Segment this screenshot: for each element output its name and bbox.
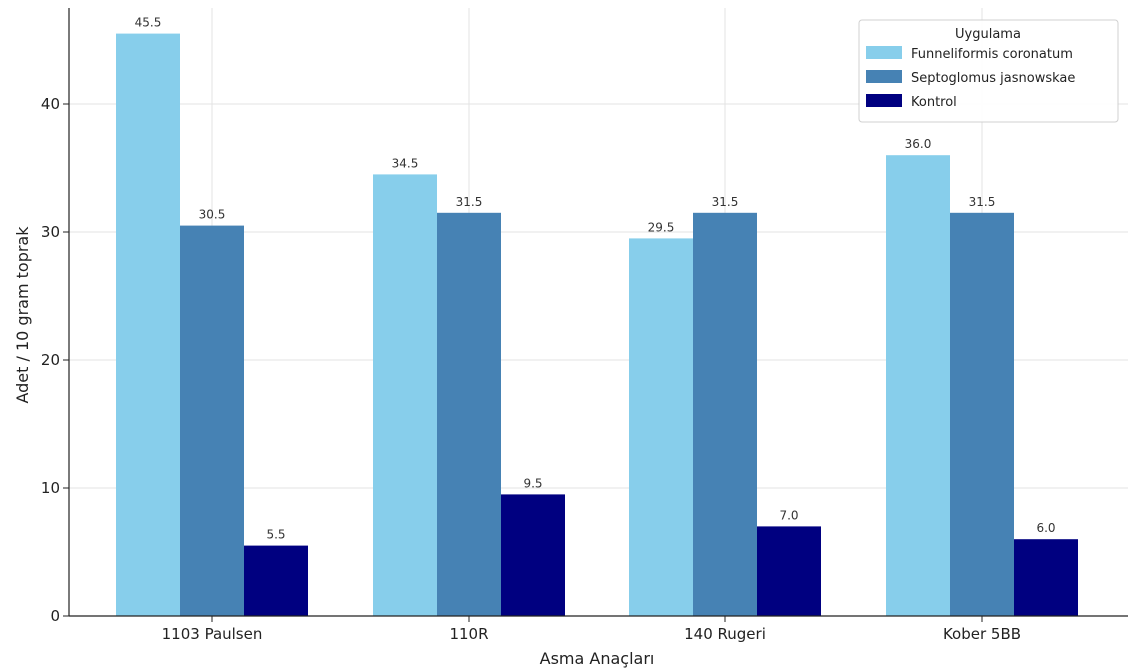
- x-tick-label: 1103 Paulsen: [162, 625, 263, 643]
- x-tick-label: Kober 5BB: [943, 625, 1021, 643]
- x-axis-label: Asma Anaçları: [540, 649, 655, 668]
- x-tick-label: 110R: [449, 625, 488, 643]
- y-tick-label: 10: [41, 479, 60, 497]
- y-tick-label: 0: [50, 607, 60, 625]
- data-label: 45.5: [135, 16, 162, 30]
- legend-entries: Funneliformis coronatum Septoglomus jasno…: [866, 46, 1075, 110]
- bar: [757, 526, 821, 616]
- y-tick-label: 20: [41, 351, 60, 369]
- data-label: 29.5: [648, 220, 675, 234]
- data-label: 31.5: [456, 195, 483, 209]
- x-tick-label: 140 Rugeri: [684, 625, 766, 643]
- y-axis-label: Adet / 10 gram toprak: [13, 226, 32, 404]
- bar: [501, 494, 565, 616]
- bar: [950, 212, 1014, 617]
- legend-title: Uygulama: [955, 27, 1021, 42]
- data-labels: 45.5 34.5 29.5 36.0 30.5 31.5 31.5 31.5 5.5 9.5 7.…: [135, 16, 1056, 542]
- y-tick-label: 30: [41, 223, 60, 241]
- data-label: 36.0: [905, 137, 932, 151]
- bar: [244, 545, 308, 616]
- bar: [116, 33, 180, 617]
- data-label: 6.0: [1036, 521, 1055, 535]
- data-label: 31.5: [969, 195, 996, 209]
- data-label: 5.5: [266, 528, 285, 542]
- axes: 0 10 20 30 40 1103 Paulsen 110R 140 Rugeri Kober…: [41, 8, 1128, 643]
- bar: [629, 238, 693, 616]
- legend-swatch: [866, 46, 902, 59]
- bar: [373, 174, 437, 616]
- data-label: 31.5: [712, 195, 739, 209]
- bar: [1014, 539, 1078, 616]
- bar: [693, 212, 757, 617]
- data-label: 7.0: [779, 508, 798, 522]
- legend-swatch: [866, 94, 902, 107]
- bar: [180, 225, 244, 616]
- data-label: 34.5: [392, 156, 419, 170]
- data-label: 9.5: [523, 476, 542, 490]
- bar: [886, 155, 950, 616]
- data-label: 30.5: [199, 208, 226, 222]
- legend: Uygulama Funneliformis coronatum Septoglo…: [858, 19, 1119, 123]
- y-tick-label: 40: [41, 95, 60, 113]
- bars: [116, 33, 1078, 617]
- legend-entry-label: Kontrol: [911, 95, 957, 110]
- legend-entry-label: Septoglomus jasnowskae: [911, 71, 1075, 86]
- legend-frame: [858, 19, 1119, 123]
- bar: [437, 212, 501, 617]
- legend-entry-label: Funneliformis coronatum: [911, 47, 1073, 62]
- legend-swatch: [866, 70, 902, 83]
